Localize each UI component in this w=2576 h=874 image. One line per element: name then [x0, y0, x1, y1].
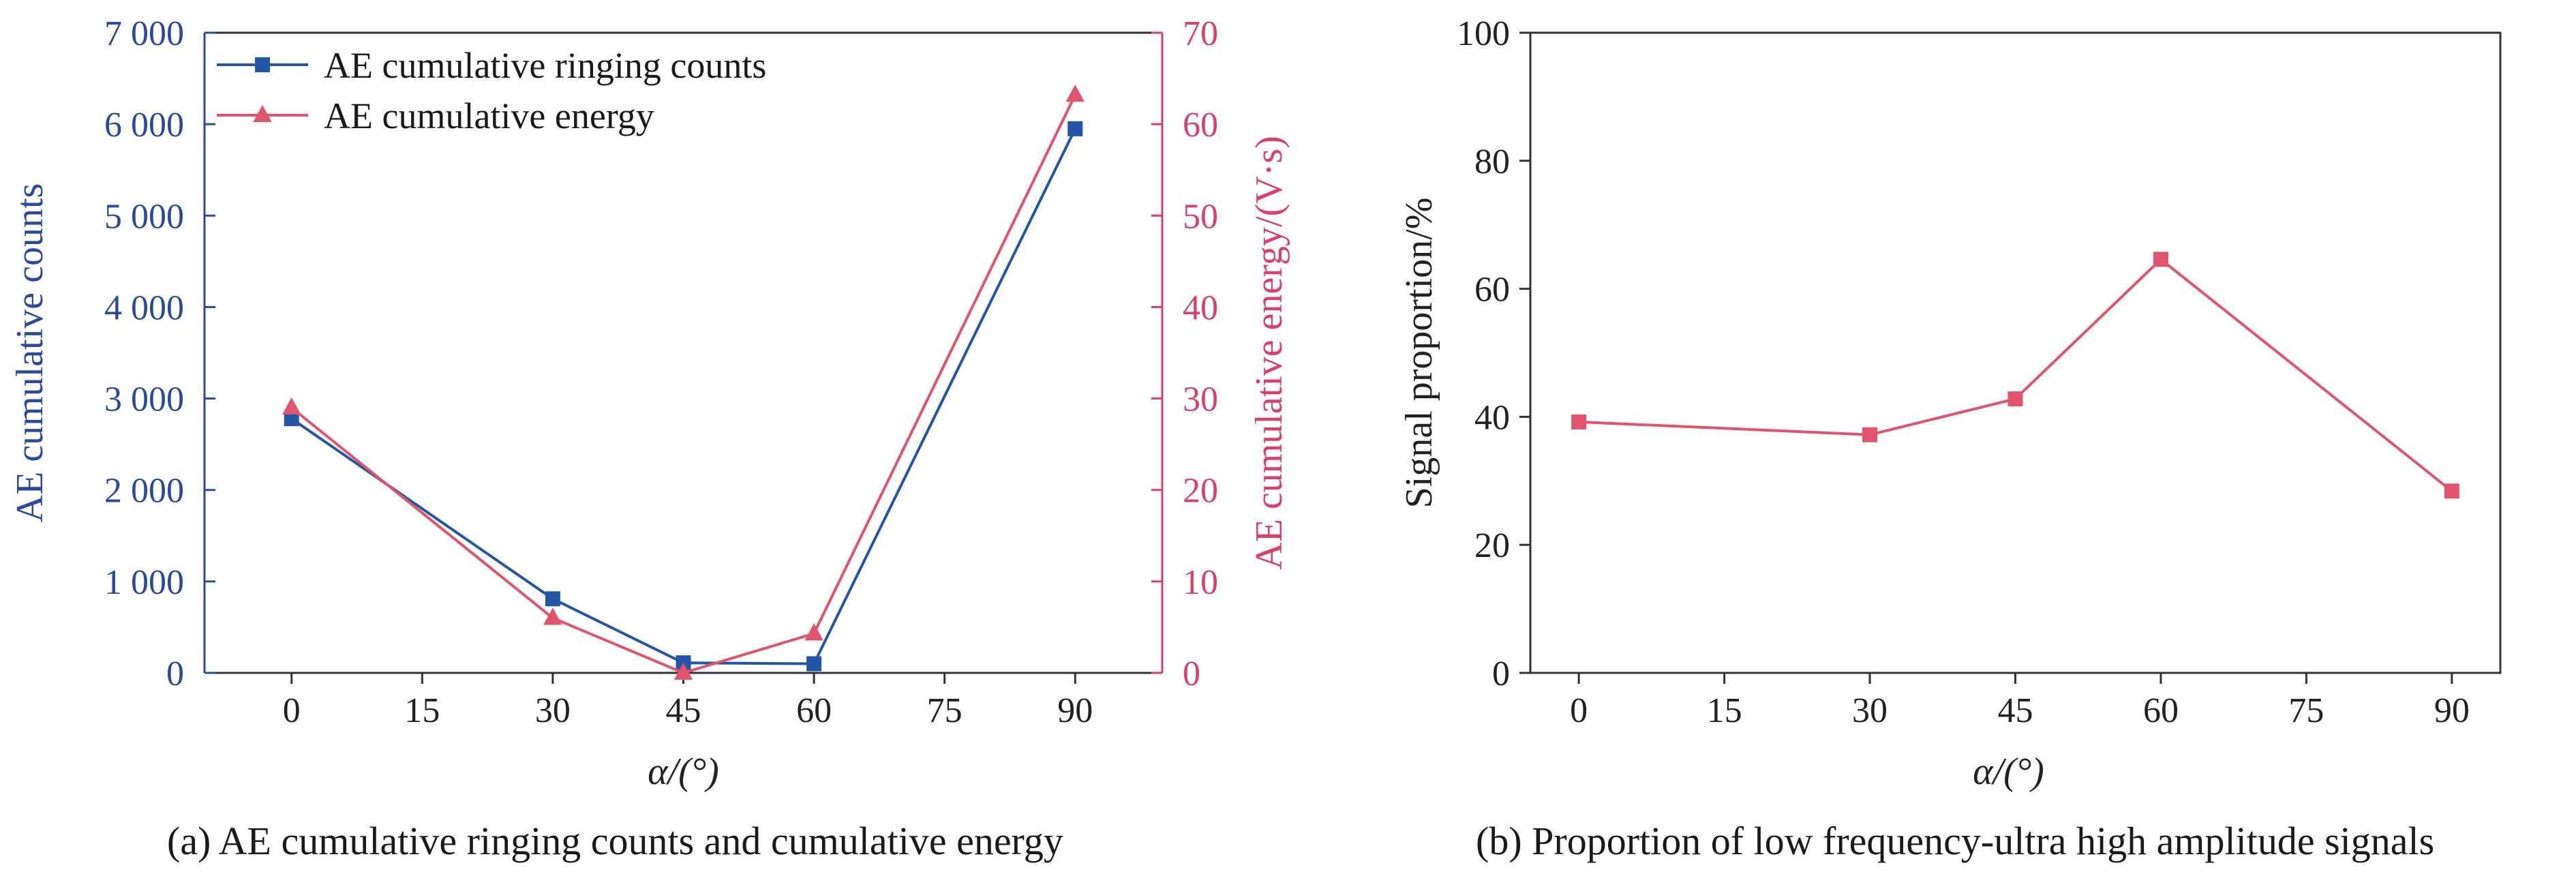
plot-a-left-tick-label: 3 000 — [104, 380, 184, 419]
legend-a-swatch-marker-1 — [253, 104, 272, 122]
plot-b-y-tick-label: 60 — [1474, 271, 1510, 310]
caption-a: (a) AE cumulative ringing counts and cum… — [167, 819, 1063, 863]
plot-b-x-tick-label: 90 — [2434, 691, 2470, 730]
plot-a-left-tick-label: 0 — [166, 654, 184, 693]
plot-a-x-tick-label: 15 — [404, 691, 440, 730]
plot-a-right-tick-label: 40 — [1183, 288, 1218, 327]
plot-a-series-0-point — [806, 656, 822, 672]
plot-a-series-0-point — [545, 591, 560, 607]
plot-b-y-tick-label: 20 — [1474, 526, 1510, 565]
plot-b-series-0-point — [1571, 414, 1587, 430]
plot-a-right-tick-label: 50 — [1183, 197, 1218, 236]
plot-b-y-tick-label: 100 — [1457, 14, 1510, 53]
plot-a-right-tick-label: 0 — [1183, 654, 1200, 693]
plot-a-left-tick-label: 7 000 — [104, 14, 184, 53]
plot-a-series-1-point — [543, 607, 562, 625]
legend-a-swatch-marker-0 — [255, 57, 270, 72]
caption-b: (b) Proportion of low frequency-ultra hi… — [1476, 819, 2435, 863]
plot-a-x-label: α/(°) — [648, 751, 719, 793]
plot-a-x-tick-label: 75 — [927, 691, 963, 730]
plot-b-x-tick-label: 0 — [1570, 691, 1588, 730]
plot-b-y-tick-label: 80 — [1474, 142, 1510, 181]
plot-a-series-1-point — [282, 397, 301, 415]
plot-a-left-tick-label: 5 000 — [104, 197, 184, 236]
plot-a-left-tick-label: 4 000 — [104, 288, 184, 327]
plot-a-right-tick-label: 20 — [1183, 472, 1218, 511]
plot-a-series-1-point — [673, 662, 693, 680]
plot-a-x-tick-label: 90 — [1057, 691, 1093, 730]
plot-a-series-1-point — [804, 623, 823, 641]
plot-a-left-tick-label: 1 000 — [104, 563, 184, 602]
plot-b-x-tick-label: 60 — [2143, 691, 2179, 730]
plot-b-series-0-point — [2444, 483, 2459, 499]
plot-a-left-axis-label: AE cumulative counts — [9, 183, 51, 523]
plot-b-x-tick-label: 75 — [2288, 691, 2324, 730]
plot-b-y-label: Signal proportion/% — [1398, 198, 1440, 509]
plot-b-frame — [1529, 31, 2502, 674]
plot-a-left-tick-label: 6 000 — [104, 106, 184, 145]
plot-a-x-tick-label: 60 — [796, 691, 832, 730]
plot-b-x-label: α/(°) — [1973, 751, 2044, 793]
plot-a-left-tick-label: 2 000 — [104, 472, 184, 511]
plot-b-x-tick-label: 30 — [1852, 691, 1888, 730]
plot-b-series-0-point — [2007, 391, 2023, 407]
plot-a-series-1-point — [1065, 85, 1085, 102]
plot-a-series-0-line — [290, 127, 1077, 665]
plot-b-x-tick-label: 15 — [1707, 691, 1742, 730]
plot-a-x-tick-label: 0 — [283, 691, 301, 730]
plot-b-x-tick-label: 45 — [1998, 691, 2033, 730]
plot-b-series-0-line — [1579, 257, 2453, 492]
plot-a-right-tick-label: 30 — [1183, 380, 1218, 419]
plot-a-right-tick-label: 10 — [1183, 563, 1218, 602]
plot-a-series-0-point — [1067, 121, 1083, 136]
plot-b-series-0-point — [1862, 427, 1878, 442]
plot-b-y-tick-label: 0 — [1492, 654, 1510, 693]
legend-a-label-0: AE cumulative ringing counts — [324, 45, 766, 86]
plot-a-x-tick-label: 30 — [535, 691, 571, 730]
plot-a-right-tick-label: 60 — [1183, 106, 1218, 145]
plot-a-x-tick-label: 45 — [666, 691, 701, 730]
plot-a-right-tick-label: 70 — [1183, 14, 1218, 53]
plot-b-y-tick-label: 40 — [1474, 398, 1510, 437]
plot-a-right-axis-label: AE cumulative energy/(V·s) — [1248, 136, 1290, 570]
plot-a-series-1-line — [290, 94, 1077, 675]
plot-b-series-0-point — [2153, 252, 2168, 267]
legend-a-label-1: AE cumulative energy — [324, 95, 654, 136]
